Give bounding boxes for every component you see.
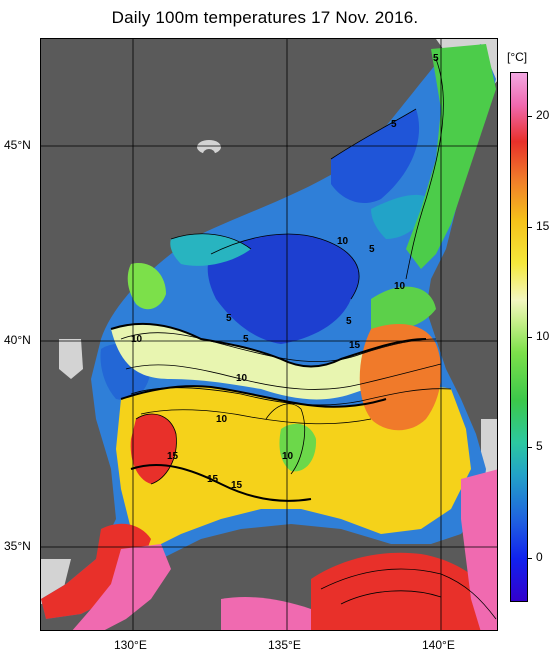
green-inner-east <box>279 423 317 472</box>
contour-label: 15 <box>207 474 219 485</box>
graticule <box>41 39 497 630</box>
colorbar <box>510 72 528 602</box>
pacific-pink-south <box>221 597 311 630</box>
map-svg: 5 5 10 5 10 10 5 5 5 15 10 10 15 15 15 1… <box>41 39 497 630</box>
colorbar-tick-mark <box>527 226 532 228</box>
contour-label: 5 <box>433 53 439 64</box>
colorbar-tick-label: 5 <box>536 439 543 454</box>
teal-band <box>170 233 251 266</box>
contour-label: 10 <box>337 236 349 247</box>
pacific-warm <box>311 552 497 630</box>
green-east <box>371 286 436 331</box>
sw-pink <box>72 544 171 630</box>
no-data-island <box>197 140 221 154</box>
colorbar-tick-mark <box>527 447 532 449</box>
green-west-ring <box>127 263 166 310</box>
bold-contour-lines <box>110 322 427 502</box>
temperature-map: 5 5 10 5 10 10 5 5 5 15 10 10 15 15 15 1… <box>40 38 498 631</box>
colorbar-tick-label: 15 <box>536 218 550 233</box>
colorbar-tick-mark <box>527 557 532 559</box>
no-data-rim-sw <box>41 559 71 604</box>
map-title: Daily 100m temperatures 17 Nov. 2016. <box>111 8 419 27</box>
contour-label: 5 <box>346 316 352 327</box>
pacific-pink-east <box>461 469 497 630</box>
colorbar-tick-mark <box>527 116 532 118</box>
green-north-strip <box>406 44 496 269</box>
contour-label: 10 <box>236 373 248 384</box>
contour-label: 10 <box>394 281 406 292</box>
cold-core <box>207 234 360 344</box>
colorbar-tick-label: 20 <box>536 108 550 123</box>
contour-label: 5 <box>243 334 249 345</box>
contour-label: 5 <box>391 119 397 130</box>
orange-east <box>359 324 442 431</box>
contour-label: 10 <box>131 334 143 345</box>
lon-label-130: 130°E <box>114 638 147 652</box>
contour-label: 5 <box>369 244 375 255</box>
lat-label-35: 35°N <box>4 539 31 553</box>
pale-band <box>111 323 436 400</box>
lon-label-135: 135°E <box>268 638 301 652</box>
lat-label-40: 40°N <box>4 333 31 347</box>
lat-label-45: 45°N <box>4 138 31 152</box>
contour-label: 15 <box>167 451 179 462</box>
teal-band-2 <box>371 194 431 239</box>
contour-label: 10 <box>282 451 294 462</box>
contour-label-group: 5 5 10 5 10 10 5 5 5 15 10 10 15 15 15 1… <box>131 53 439 491</box>
island <box>203 149 215 159</box>
contour-label: 15 <box>231 480 243 491</box>
colorbar-tick-label: 10 <box>536 329 550 343</box>
colorbar-tick-mark <box>527 337 532 338</box>
colorbar-tick-label: 0 <box>536 549 543 564</box>
contour-label: 5 <box>226 313 232 324</box>
no-data-rim-west <box>59 339 83 379</box>
lon-label-140: 140°E <box>422 638 455 652</box>
sw-warm <box>41 523 151 619</box>
contour-label: 15 <box>349 340 361 351</box>
colorbar-unit: [°C] <box>507 50 528 64</box>
contour-label: 10 <box>216 414 228 425</box>
cold-core-north <box>331 109 420 204</box>
